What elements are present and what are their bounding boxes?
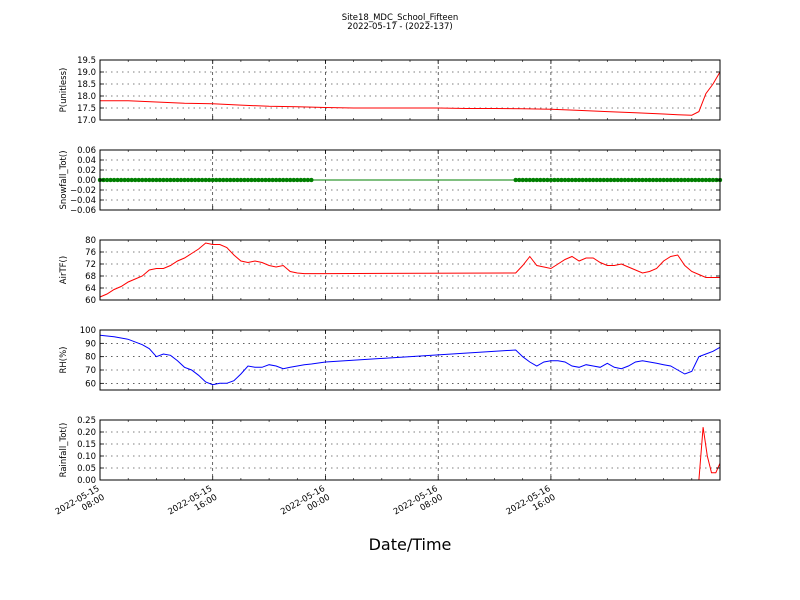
y-tick-label: 0.00 [77,176,96,186]
data-point [309,177,314,183]
y-tick-label: 80 [85,353,96,363]
y-axis-label: P(unitless) [59,68,69,113]
subplot-1: 17.0 17.5 18.0 18.5 19.0 19.5 P(unitless) [59,56,721,126]
series-line [100,71,721,116]
y-tick-label: 60 [85,296,96,306]
y-tick-label: 72 [85,260,96,270]
y-tick-label: 19.5 [77,56,96,66]
y-tick-label: 0.02 [77,166,96,176]
y-tick-label: 18.0 [77,92,96,102]
y-tick-label: 76 [85,248,96,258]
y-tick-label: −0.06 [70,206,96,216]
y-axis-label: AirTF() [59,256,69,284]
subplot-panels: 17.0 17.5 18.0 18.5 19.0 19.5 P(unitless) −0.06… [59,56,723,486]
y-tick-label: 18.5 [77,80,96,90]
y-tick-label: 0.20 [77,428,96,438]
x-tick-label: 2022-05-1616:00 [505,484,558,526]
y-tick-label: −0.04 [70,196,96,206]
series-line [99,242,720,298]
y-axis-label: Rainfall_Tot() [59,423,69,478]
x-tick-label: 2022-05-1608:00 [392,484,445,526]
y-tick-label: 0.25 [77,416,96,426]
axes-frame [99,419,721,481]
y-tick-label: 17.5 [77,104,96,114]
y-tick-label: 64 [85,284,96,294]
x-tick-label: 2022-05-1516:00 [166,484,219,526]
y-axis-label: Snowfall_Tot() [59,150,69,209]
y-axis-label: RH(%) [59,346,69,373]
y-tick-label: 19.0 [77,68,96,78]
y-tick-label: 68 [85,272,96,282]
x-tick-label: 2022-05-1508:00 [54,484,107,526]
y-tick-label: 0.00 [77,476,96,486]
y-tick-label: 17.0 [77,116,96,126]
x-tick-labels: 2022-05-1508:00 2022-05-1516:00 2022-05-16… [54,484,558,526]
y-tick-label: −0.02 [70,186,96,196]
subplot-2: −0.06−0.04−0.020.000.020.040.06 Snowfall_… [59,146,723,216]
y-tick-label: 60 [85,379,96,389]
axes-frame [99,239,721,301]
y-tick-label: 0.04 [77,156,96,166]
x-axis-label: Date/Time [369,535,452,554]
subplot-4: 60 70 80 90 100 RH(%) [59,326,721,391]
y-tick-label: 0.06 [77,146,96,156]
x-tick-label: 2022-05-1600:00 [279,484,332,526]
y-tick-label: 100 [80,326,96,336]
series-line [100,427,721,481]
series-line [99,334,721,386]
y-tick-label: 0.10 [77,452,96,462]
chart-subtitle: 2022-05-17 - (2022-137) [347,22,452,32]
axes-frame [99,329,721,391]
y-tick-label: 90 [85,339,96,349]
y-tick-label: 0.15 [77,440,96,450]
subplot-3: 60 64 68 72 76 80 AirTF() [59,236,721,306]
y-tick-label: 70 [85,366,96,376]
y-tick-label: 0.05 [77,464,96,474]
y-tick-label: 80 [85,236,96,246]
chart-title: Site18_MDC_School_Fifteen [342,13,459,23]
subplot-5: 0.00 0.05 0.10 0.15 0.20 0.25 Rainfall_Tot() [59,416,721,486]
axes-frame [99,59,721,121]
